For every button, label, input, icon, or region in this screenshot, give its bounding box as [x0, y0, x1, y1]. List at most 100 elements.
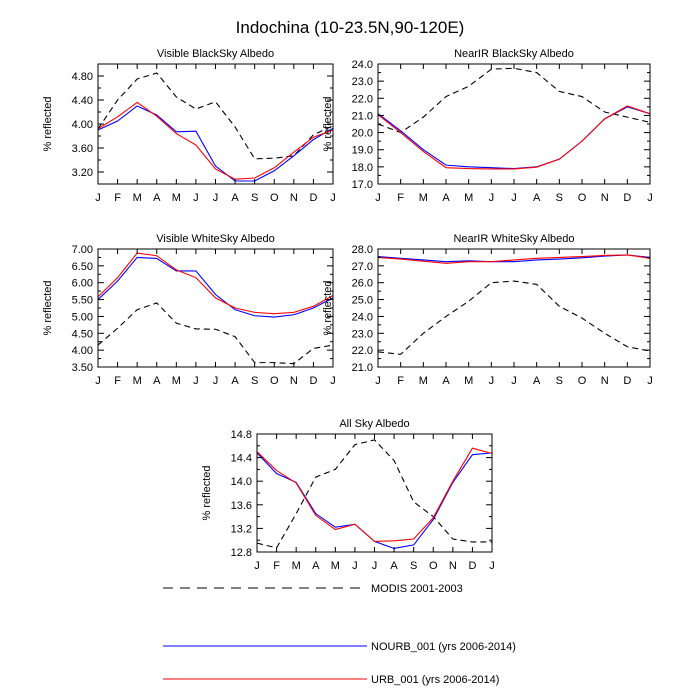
- x-tick-label: J: [489, 192, 495, 204]
- x-tick-label: N: [290, 192, 298, 204]
- panel-title: Visible WhiteSky Albedo: [156, 233, 274, 245]
- x-tick-label: M: [464, 375, 473, 387]
- x-tick-label: M: [331, 560, 340, 572]
- y-tick-label: 22.0: [352, 93, 373, 105]
- x-tick-label: F: [273, 560, 280, 572]
- figure-title: Indochina (10-23.5N,90-120E): [236, 18, 465, 37]
- x-tick-label: F: [397, 192, 404, 204]
- y-tick-label: 23.0: [352, 328, 373, 340]
- legend-label-modis: MODIS 2001-2003: [371, 583, 463, 595]
- y-tick-label: 21.0: [352, 362, 373, 374]
- x-tick-label: S: [251, 192, 258, 204]
- y-tick-label: 4.40: [72, 95, 93, 107]
- plot-frame: [256, 433, 493, 553]
- x-tick-label: J: [375, 192, 381, 204]
- x-tick-label: J: [254, 560, 260, 572]
- x-tick-label: A: [442, 192, 450, 204]
- series-line-urb: [377, 105, 651, 170]
- y-tick-label: 13.6: [231, 500, 252, 512]
- series-line-modis: [377, 67, 651, 134]
- x-tick-label: A: [231, 192, 239, 204]
- x-tick-label: A: [533, 192, 541, 204]
- y-axis-label: % reflected: [42, 280, 54, 335]
- x-tick-label: A: [442, 375, 450, 387]
- chart-panel-3: J F M A M J J A S O N D J3.504.004.505.005.506.006.5…: [42, 233, 336, 387]
- y-tick-label: 4.80: [72, 71, 93, 83]
- x-tick-label: F: [114, 192, 121, 204]
- x-tick-label: J: [193, 192, 199, 204]
- y-tick-label: 3.20: [72, 167, 93, 179]
- x-tick-label: D: [623, 192, 631, 204]
- series-line-urb: [256, 447, 493, 542]
- panel-title: NearIR WhiteSky Albedo: [453, 233, 574, 245]
- panel-title: All Sky Albedo: [339, 418, 409, 430]
- y-tick-label: 5.50: [72, 295, 93, 307]
- legend-label-nourb: NOURB_001 (yrs 2006-2014): [371, 641, 516, 653]
- y-tick-label: 14.0: [231, 476, 252, 488]
- plot-frame: [377, 248, 651, 368]
- y-tick-label: 14.4: [231, 453, 252, 465]
- x-tick-label: J: [213, 192, 219, 204]
- series-line-modis: [256, 439, 492, 549]
- chart-panel-2: J F M A M J J A S O N D J17.018.019.020.021.022.023.…: [322, 48, 653, 204]
- series-line-nourb: [97, 105, 334, 182]
- x-tick-label: S: [410, 560, 417, 572]
- x-tick-label: M: [419, 375, 428, 387]
- x-tick-label: O: [270, 375, 279, 387]
- series-line-urb: [97, 101, 334, 180]
- y-tick-label: 5.00: [72, 311, 93, 323]
- plot-frame: [97, 248, 334, 368]
- y-tick-label: 6.50: [72, 261, 93, 273]
- y-tick-label: 3.50: [72, 362, 93, 374]
- x-tick-label: J: [193, 375, 199, 387]
- y-tick-label: 24.0: [352, 311, 373, 323]
- x-tick-label: M: [172, 192, 181, 204]
- x-tick-label: A: [153, 192, 161, 204]
- chart-panel-5: J F M A M J J A S O N D J12.813.213.614.014.414.8All…: [201, 418, 495, 572]
- x-tick-label: D: [623, 375, 631, 387]
- y-tick-label: 28.0: [352, 244, 373, 256]
- y-tick-label: 24.0: [352, 59, 373, 71]
- x-tick-label: S: [556, 375, 563, 387]
- y-tick-label: 12.8: [231, 547, 252, 559]
- x-tick-label: D: [309, 375, 317, 387]
- series-line-nourb: [377, 254, 651, 263]
- x-tick-label: J: [352, 560, 358, 572]
- y-tick-label: 13.2: [231, 523, 252, 535]
- x-tick-label: M: [419, 192, 428, 204]
- chart-panel-4: J F M A M J J A S O N D J21.022.023.024.025.026.027.…: [322, 233, 653, 387]
- y-tick-label: 27.0: [352, 261, 373, 273]
- y-tick-label: 23.0: [352, 76, 373, 88]
- legend-label-urb: URB_001 (yrs 2006-2014): [371, 674, 499, 686]
- x-tick-label: F: [397, 375, 404, 387]
- series-line-modis: [97, 72, 334, 160]
- y-axis-label: % reflected: [42, 96, 54, 151]
- x-tick-label: F: [114, 375, 121, 387]
- y-tick-label: 3.60: [72, 143, 93, 155]
- x-tick-label: J: [330, 375, 336, 387]
- x-tick-label: N: [290, 375, 298, 387]
- y-tick-label: 14.8: [231, 429, 252, 441]
- x-tick-label: S: [251, 375, 258, 387]
- x-tick-label: J: [647, 192, 653, 204]
- panel-title: NearIR BlackSky Albedo: [454, 48, 574, 60]
- x-tick-label: A: [312, 560, 320, 572]
- y-axis-label: % reflected: [201, 465, 213, 520]
- series-line-modis: [377, 280, 651, 355]
- x-tick-label: O: [578, 375, 587, 387]
- x-tick-label: J: [213, 375, 219, 387]
- x-tick-label: J: [489, 375, 495, 387]
- x-tick-label: J: [511, 375, 517, 387]
- x-tick-label: N: [449, 560, 457, 572]
- x-tick-label: J: [95, 192, 101, 204]
- y-tick-label: 4.00: [72, 345, 93, 357]
- legend: MODIS 2001-2003 NOURB_001 (yrs 2006-2014…: [163, 583, 516, 686]
- y-tick-label: 17.0: [352, 179, 373, 191]
- y-tick-label: 18.0: [352, 162, 373, 174]
- x-tick-label: J: [511, 192, 517, 204]
- x-tick-label: J: [95, 375, 101, 387]
- y-tick-label: 7.00: [72, 244, 93, 256]
- x-tick-label: N: [601, 192, 609, 204]
- x-tick-label: J: [375, 375, 381, 387]
